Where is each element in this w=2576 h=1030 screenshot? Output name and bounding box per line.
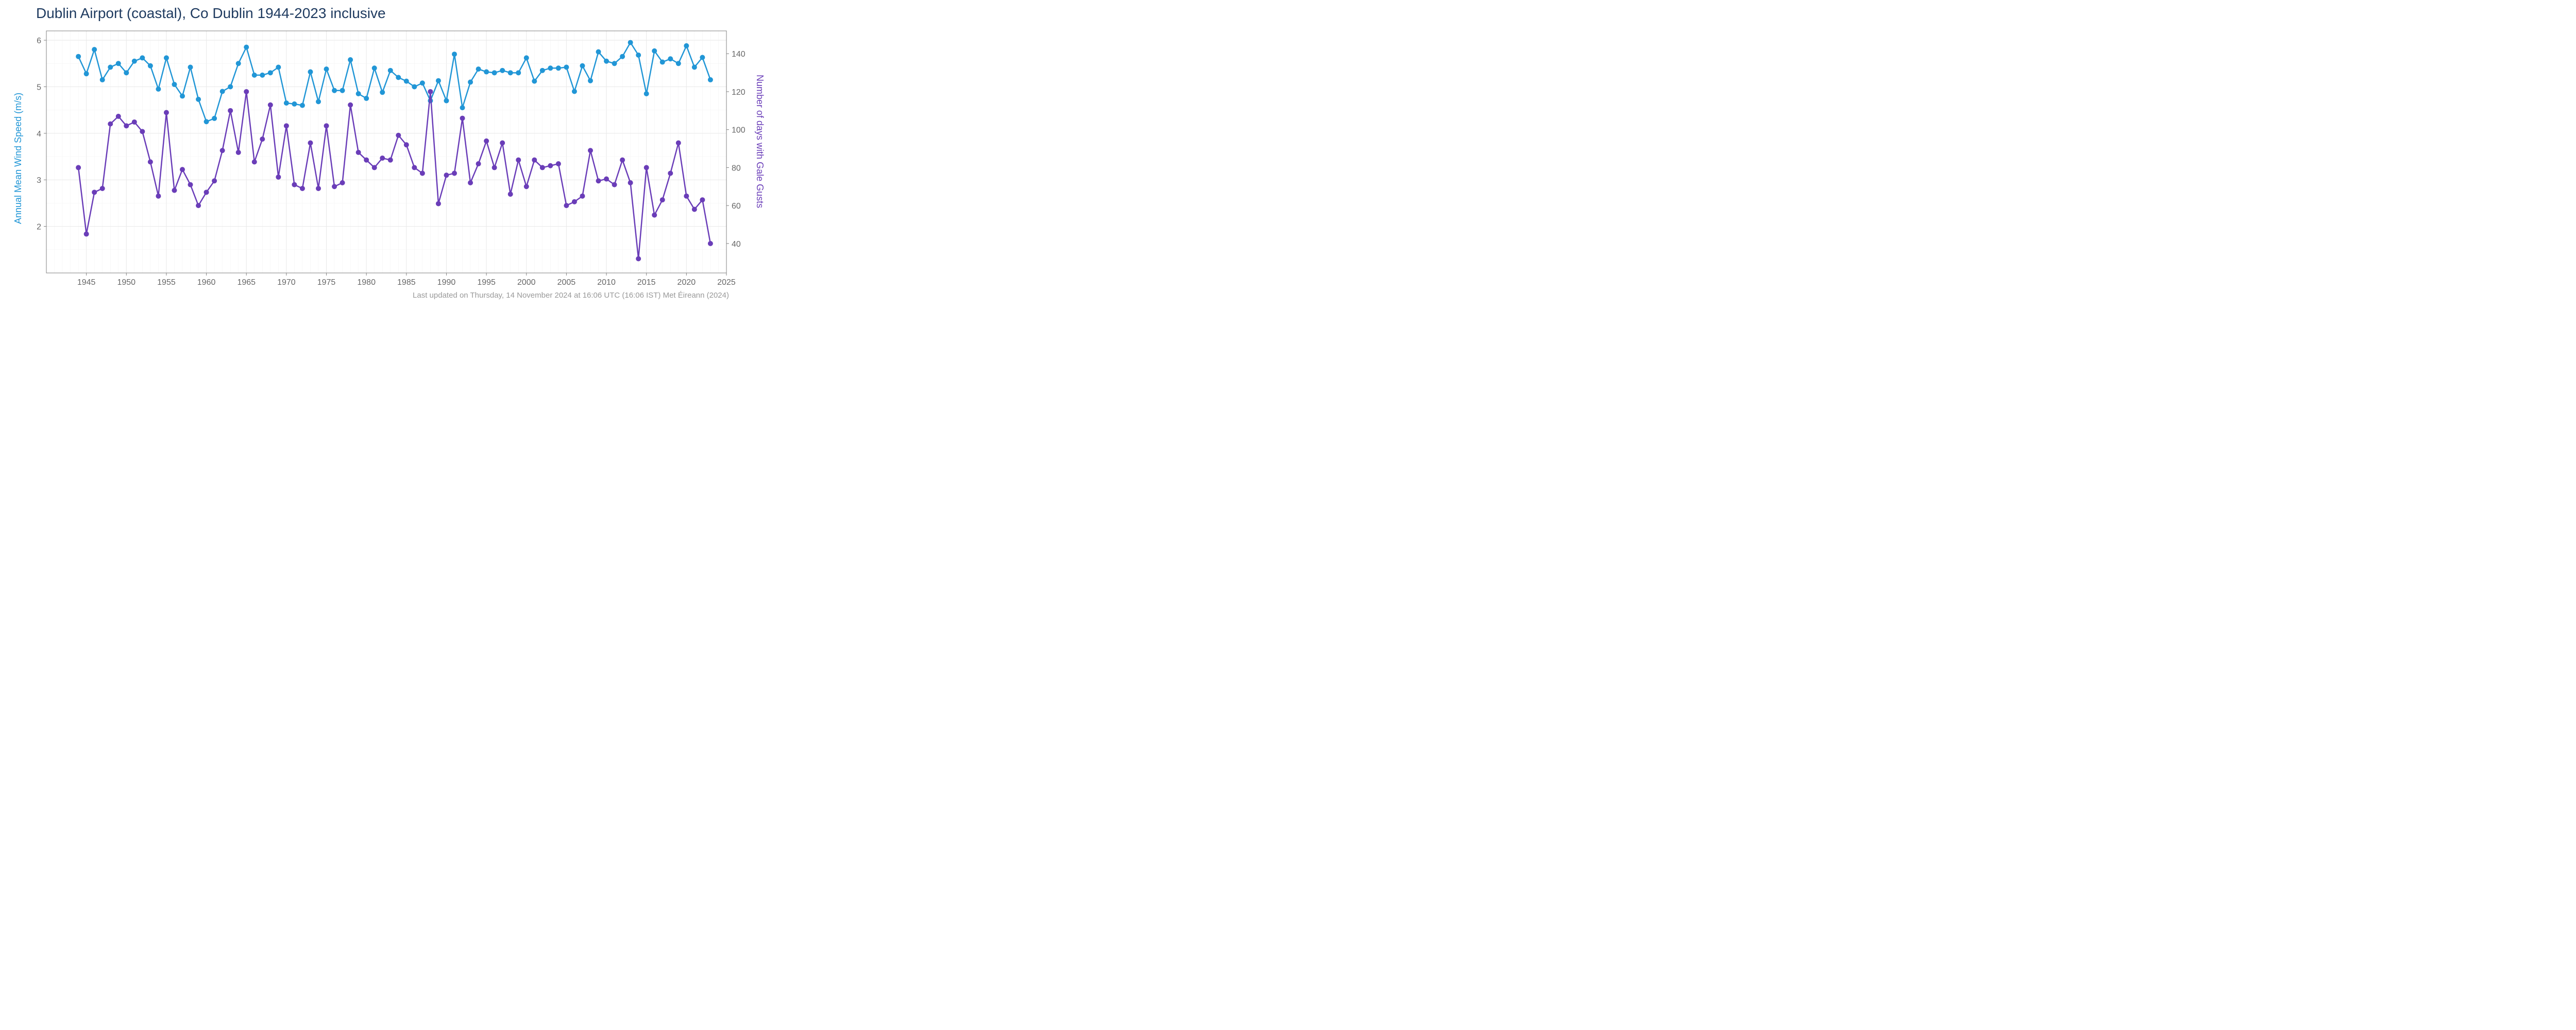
svg-text:140: 140 [732, 50, 745, 59]
svg-text:6: 6 [37, 37, 41, 45]
svg-text:3: 3 [37, 176, 41, 185]
svg-text:1995: 1995 [477, 278, 496, 287]
svg-text:80: 80 [732, 164, 741, 173]
svg-text:5: 5 [37, 83, 41, 92]
chart-container: Dublin Airport (coastal), Co Dublin 1944… [0, 0, 773, 309]
svg-text:2010: 2010 [597, 278, 616, 287]
svg-text:1945: 1945 [77, 278, 96, 287]
svg-text:100: 100 [732, 126, 745, 135]
svg-text:1970: 1970 [277, 278, 296, 287]
svg-text:120: 120 [732, 88, 745, 97]
svg-text:2025: 2025 [717, 278, 736, 287]
svg-text:1955: 1955 [157, 278, 176, 287]
svg-text:1985: 1985 [397, 278, 416, 287]
svg-text:2000: 2000 [517, 278, 536, 287]
svg-text:1965: 1965 [237, 278, 256, 287]
y-left-axis-label: Annual Mean Wind Speed (m/s) [13, 93, 24, 224]
chart-caption: Last updated on Thursday, 14 November 20… [413, 291, 729, 300]
svg-text:1950: 1950 [117, 278, 135, 287]
svg-text:40: 40 [732, 240, 741, 249]
y-right-axis-label: Number of days with Gale Gusts [754, 75, 765, 208]
svg-text:60: 60 [732, 202, 741, 211]
svg-text:2: 2 [37, 223, 41, 232]
svg-text:1990: 1990 [437, 278, 456, 287]
svg-text:1975: 1975 [317, 278, 336, 287]
svg-text:2005: 2005 [557, 278, 576, 287]
svg-text:1980: 1980 [357, 278, 376, 287]
chart-svg: 1945 1950 1955 1960 1965 1970 1975 1980 1985 1990… [0, 0, 773, 309]
svg-text:4: 4 [37, 130, 41, 139]
svg-text:2020: 2020 [677, 278, 696, 287]
svg-text:1960: 1960 [197, 278, 216, 287]
svg-text:2015: 2015 [637, 278, 656, 287]
